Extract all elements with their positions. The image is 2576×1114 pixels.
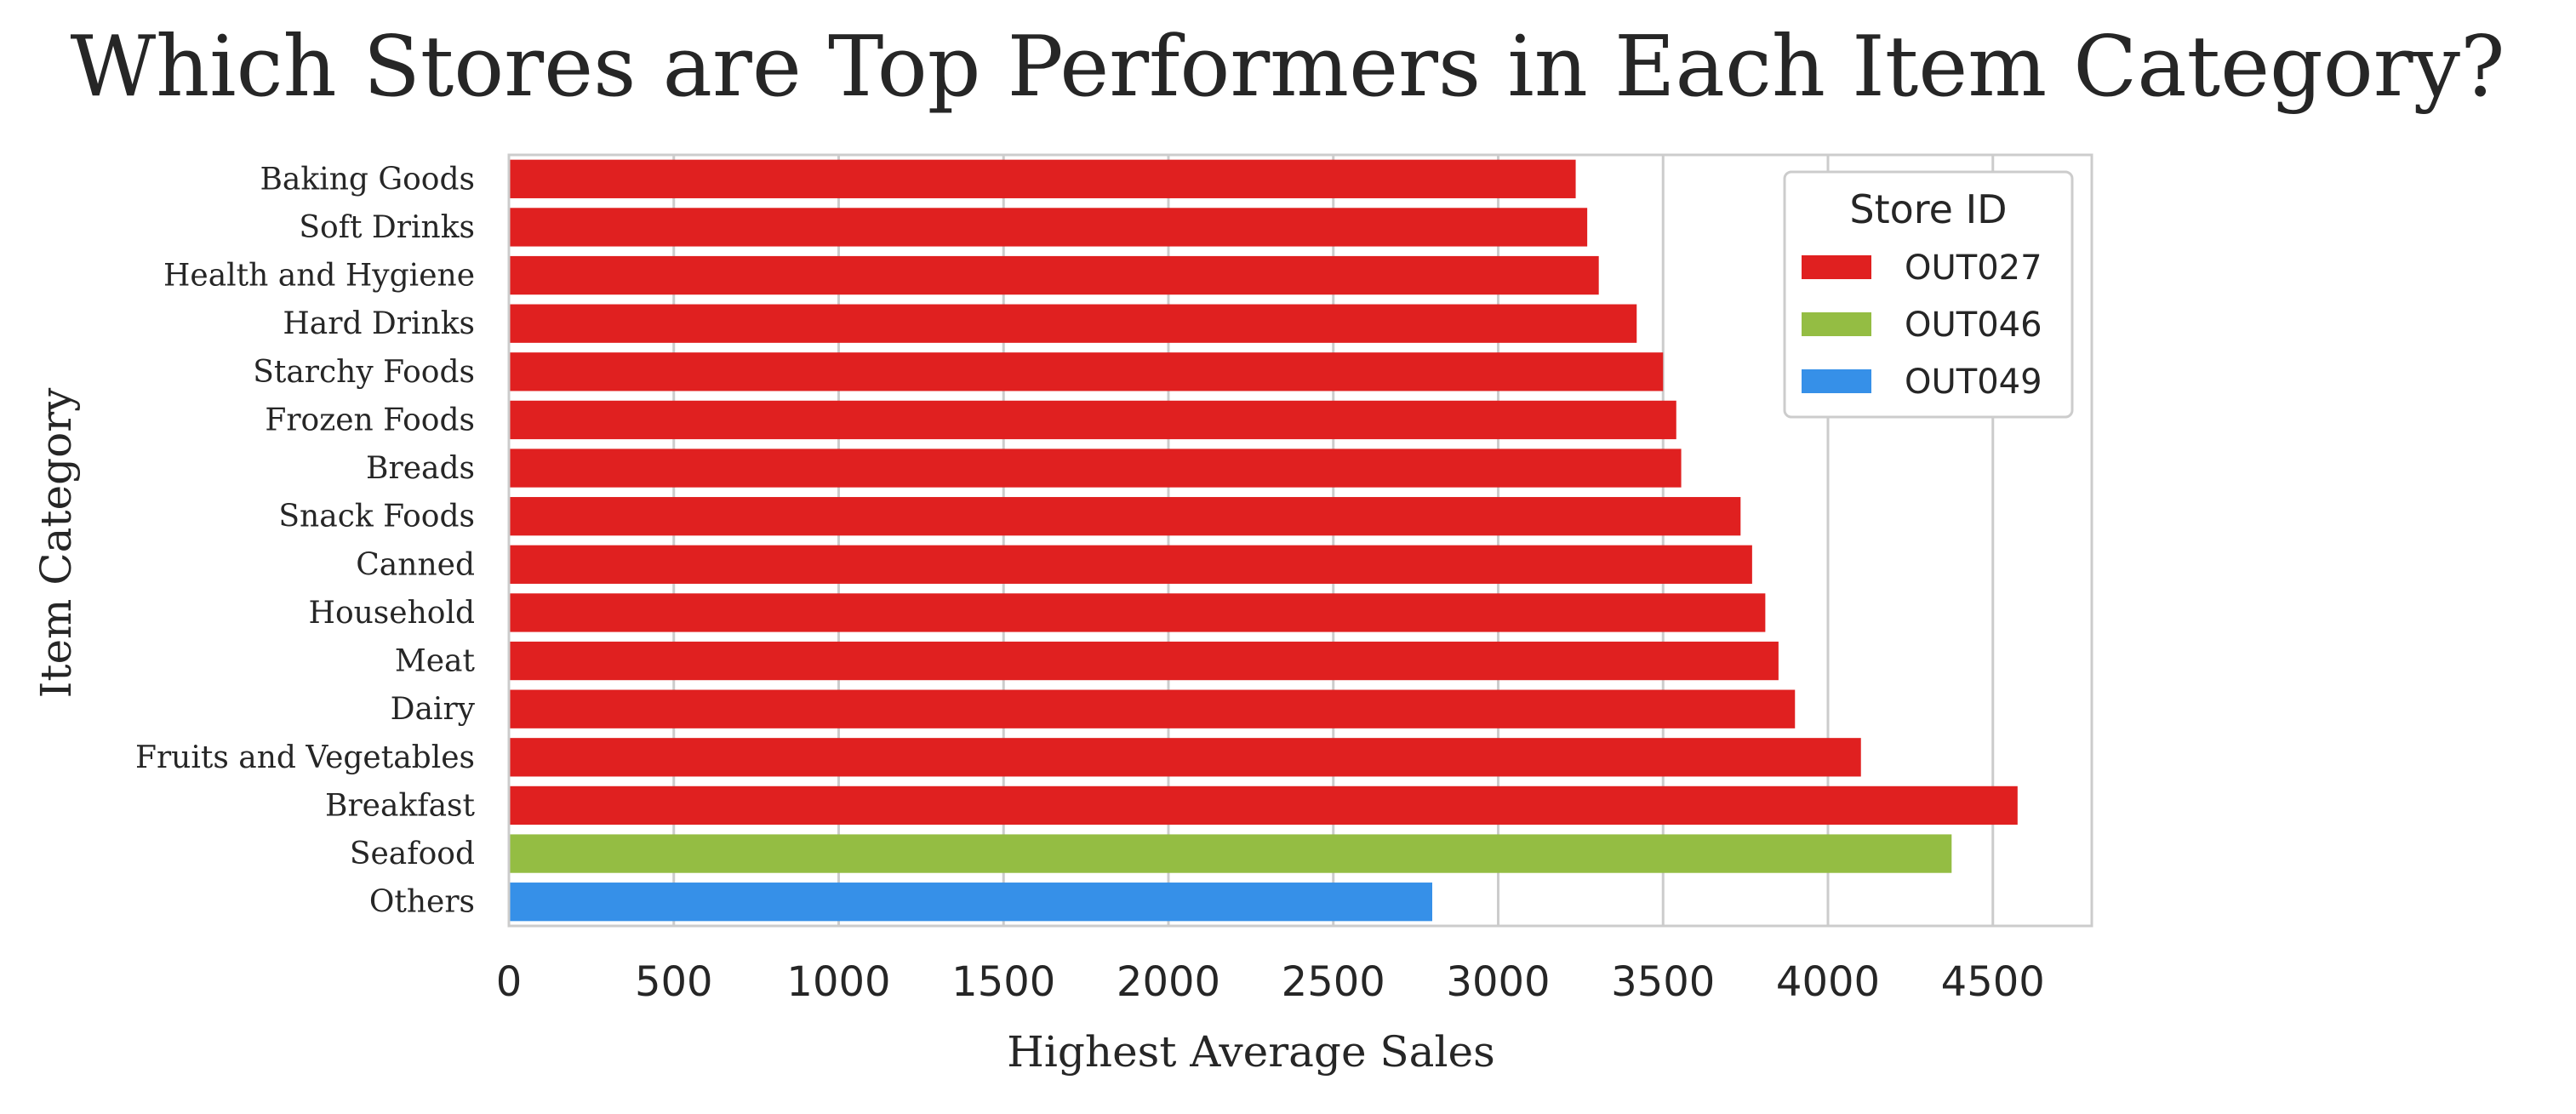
- chart-title: Which Stores are Top Performers in Each …: [70, 19, 2505, 116]
- y-tick-label: Soft Drinks: [299, 210, 475, 245]
- y-axis-label: Item Category: [31, 387, 81, 698]
- x-tick-label: 4000: [1776, 958, 1880, 1006]
- bar: [509, 208, 1588, 247]
- y-tick-labels: Baking Goods Soft Drinks Health and Hygien…: [135, 162, 476, 919]
- y-tick-label: Others: [369, 885, 475, 920]
- bar: [509, 352, 1664, 391]
- x-tick-labels: 0 500 1000 1500 2000 2500 3000 3500 4000 4500: [496, 958, 2045, 1006]
- legend-box: [1783, 170, 2074, 419]
- bar: [509, 641, 1779, 681]
- legend-label: OUT049: [1905, 363, 2042, 402]
- x-tick-label: 1500: [951, 958, 1055, 1006]
- bar: [509, 255, 1599, 295]
- plot-frame: [507, 153, 2093, 928]
- bar: [509, 689, 1796, 728]
- x-tick-label: 0: [496, 958, 523, 1006]
- y-tick-label: Hard Drinks: [283, 306, 475, 341]
- bar: [509, 883, 1432, 922]
- x-tick-label: 500: [635, 958, 713, 1006]
- bars: [509, 159, 2018, 922]
- bar: [509, 834, 1952, 873]
- bar: [509, 545, 1752, 584]
- y-tick-label: Breads: [366, 451, 475, 486]
- bar: [509, 497, 1741, 536]
- x-axis-label: Highest Average Sales: [1007, 1027, 1494, 1077]
- y-tick-label: Health and Hygiene: [163, 259, 475, 294]
- x-tick-label: 3000: [1446, 958, 1550, 1006]
- y-tick-label: Frozen Foods: [265, 403, 475, 437]
- x-tick-label: 1000: [786, 958, 890, 1006]
- x-tick-label: 2500: [1282, 958, 1385, 1006]
- y-tick-label: Canned: [356, 547, 475, 582]
- y-tick-label: Fruits and Vegetables: [135, 740, 475, 775]
- y-tick-label: Breakfast: [325, 788, 476, 823]
- legend-label: OUT046: [1905, 306, 2042, 345]
- x-tick-label: 2000: [1117, 958, 1220, 1006]
- legend-title: Store ID: [1849, 186, 2007, 232]
- legend-swatch: [1802, 369, 1871, 393]
- y-tick-label: Snack Foods: [278, 500, 475, 534]
- bar: [509, 304, 1637, 343]
- y-tick-label: Household: [309, 596, 475, 631]
- x-tick-label: 3500: [1611, 958, 1715, 1006]
- y-tick-label: Seafood: [350, 837, 475, 871]
- legend-swatch: [1802, 312, 1871, 336]
- legend: Store ID OUT027 OUT046 OUT049: [1783, 170, 2074, 419]
- bar: [509, 448, 1682, 488]
- legend-label: OUT027: [1905, 249, 2042, 288]
- y-tick-label: Starchy Foods: [253, 355, 475, 390]
- y-tick-label: Baking Goods: [260, 162, 475, 197]
- y-tick-label: Dairy: [391, 692, 476, 727]
- y-tick-label: Meat: [395, 644, 476, 679]
- x-tick-label: 4500: [1941, 958, 2045, 1006]
- bar: [509, 786, 2018, 826]
- legend-swatch: [1802, 255, 1871, 279]
- bar: [509, 738, 1861, 777]
- bar: [509, 400, 1676, 440]
- bar: [509, 159, 1576, 198]
- bar: [509, 593, 1766, 632]
